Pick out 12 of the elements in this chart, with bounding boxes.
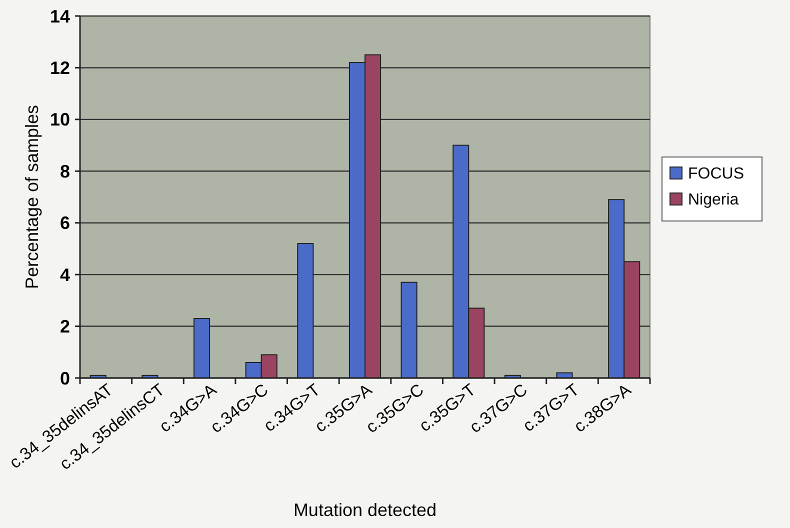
legend-label: FOCUS [688, 166, 744, 183]
y-tick-label: 10 [50, 110, 70, 130]
x-axis-title: Mutation detected [293, 500, 437, 520]
y-tick-label: 12 [50, 58, 70, 78]
y-tick-label: 4 [60, 264, 70, 285]
y-tick-label: 2 [60, 316, 70, 337]
y-tick-label: 0 [60, 368, 70, 388]
y-tick-label: 14 [50, 6, 70, 26]
y-tick-label: 6 [60, 213, 70, 234]
y-axis-title: Percentage of samples [22, 104, 42, 290]
y-tick-label: 8 [60, 161, 70, 182]
legend-label: Nigeria [688, 192, 739, 209]
